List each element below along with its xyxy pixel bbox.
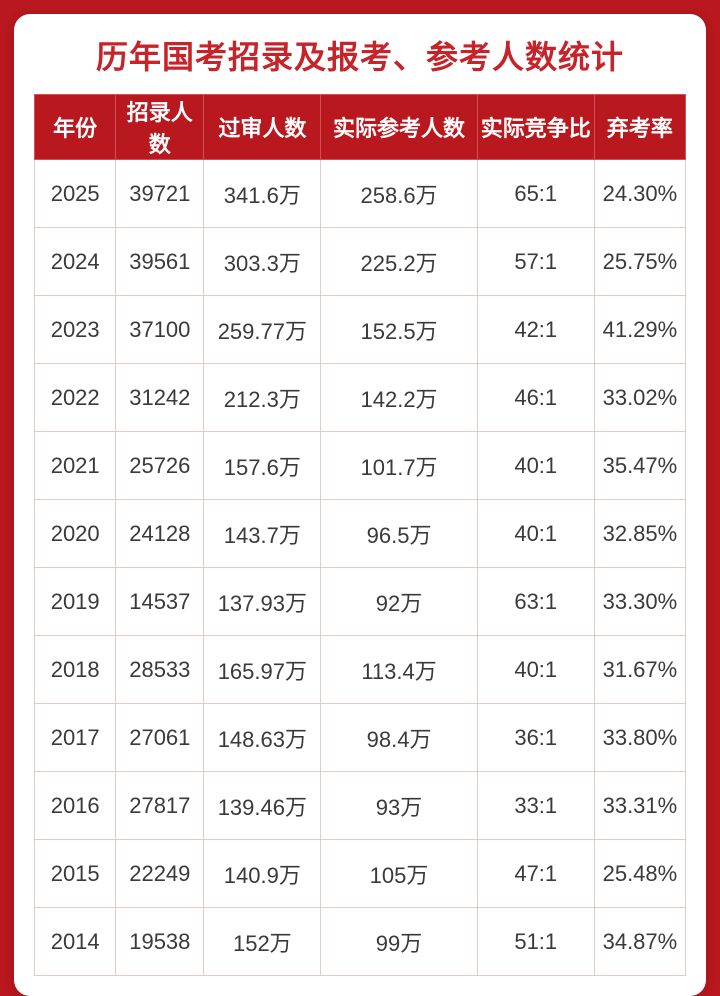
- cell-abandon: 33.02%: [594, 364, 685, 432]
- cell-recruit: 24128: [116, 500, 204, 568]
- table-row: 201914537137.93万92万63:133.30%: [35, 568, 686, 636]
- cell-pass: 165.97万: [204, 636, 321, 704]
- cell-year: 2015: [35, 840, 116, 908]
- cell-pass: 341.6万: [204, 160, 321, 228]
- cell-ratio: 65:1: [477, 160, 594, 228]
- cell-pass: 140.9万: [204, 840, 321, 908]
- cell-ratio: 63:1: [477, 568, 594, 636]
- cell-recruit: 31242: [116, 364, 204, 432]
- cell-actual: 96.5万: [321, 500, 477, 568]
- col-ratio: 实际竞争比: [477, 95, 594, 160]
- cell-pass: 157.6万: [204, 432, 321, 500]
- cell-abandon: 25.48%: [594, 840, 685, 908]
- table-row: 201727061148.63万98.4万36:133.80%: [35, 704, 686, 772]
- cell-year: 2020: [35, 500, 116, 568]
- cell-ratio: 40:1: [477, 432, 594, 500]
- cell-ratio: 51:1: [477, 908, 594, 976]
- cell-abandon: 32.85%: [594, 500, 685, 568]
- col-year: 年份: [35, 95, 116, 160]
- cell-ratio: 47:1: [477, 840, 594, 908]
- table-row: 201522249140.9万105万47:125.48%: [35, 840, 686, 908]
- cell-ratio: 36:1: [477, 704, 594, 772]
- cell-ratio: 46:1: [477, 364, 594, 432]
- cell-abandon: 25.75%: [594, 228, 685, 296]
- cell-recruit: 19538: [116, 908, 204, 976]
- cell-recruit: 22249: [116, 840, 204, 908]
- cell-year: 2024: [35, 228, 116, 296]
- cell-year: 2023: [35, 296, 116, 364]
- cell-recruit: 28533: [116, 636, 204, 704]
- cell-actual: 258.6万: [321, 160, 477, 228]
- cell-abandon: 41.29%: [594, 296, 685, 364]
- cell-recruit: 37100: [116, 296, 204, 364]
- cell-abandon: 33.31%: [594, 772, 685, 840]
- table-row: 202439561303.3万225.2万57:125.75%: [35, 228, 686, 296]
- cell-actual: 152.5万: [321, 296, 477, 364]
- cell-recruit: 27817: [116, 772, 204, 840]
- table-body: 202539721341.6万258.6万65:124.30% 20243956…: [35, 160, 686, 976]
- table-row: 202024128143.7万96.5万40:132.85%: [35, 500, 686, 568]
- cell-pass: 143.7万: [204, 500, 321, 568]
- cell-ratio: 40:1: [477, 500, 594, 568]
- table-row: 202539721341.6万258.6万65:124.30%: [35, 160, 686, 228]
- cell-recruit: 25726: [116, 432, 204, 500]
- cell-year: 2018: [35, 636, 116, 704]
- col-abandon: 弃考率: [594, 95, 685, 160]
- cell-recruit: 39721: [116, 160, 204, 228]
- cell-pass: 152万: [204, 908, 321, 976]
- table-row: 201828533165.97万113.4万40:131.67%: [35, 636, 686, 704]
- cell-pass: 148.63万: [204, 704, 321, 772]
- cell-pass: 137.93万: [204, 568, 321, 636]
- cell-ratio: 40:1: [477, 636, 594, 704]
- cell-pass: 212.3万: [204, 364, 321, 432]
- cell-actual: 92万: [321, 568, 477, 636]
- cell-recruit: 27061: [116, 704, 204, 772]
- cell-abandon: 33.80%: [594, 704, 685, 772]
- col-actual: 实际参考人数: [321, 95, 477, 160]
- cell-recruit: 14537: [116, 568, 204, 636]
- col-pass: 过审人数: [204, 95, 321, 160]
- cell-year: 2017: [35, 704, 116, 772]
- cell-year: 2019: [35, 568, 116, 636]
- cell-actual: 101.7万: [321, 432, 477, 500]
- cell-year: 2016: [35, 772, 116, 840]
- cell-abandon: 34.87%: [594, 908, 685, 976]
- cell-actual: 93万: [321, 772, 477, 840]
- col-recruit: 招录人数: [116, 95, 204, 160]
- cell-abandon: 24.30%: [594, 160, 685, 228]
- table-header-row: 年份 招录人数 过审人数 实际参考人数 实际竞争比 弃考率: [35, 95, 686, 160]
- table-row: 201627817139.46万93万33:133.31%: [35, 772, 686, 840]
- table-row: 201419538152万99万51:134.87%: [35, 908, 686, 976]
- cell-actual: 98.4万: [321, 704, 477, 772]
- cell-actual: 142.2万: [321, 364, 477, 432]
- cell-ratio: 33:1: [477, 772, 594, 840]
- cell-year: 2021: [35, 432, 116, 500]
- stats-card: 历年国考招录及报考、参考人数统计 年份 招录人数 过审人数 实际参考人数 实际竞…: [14, 14, 706, 996]
- cell-year: 2025: [35, 160, 116, 228]
- page-title: 历年国考招录及报考、参考人数统计: [34, 32, 686, 78]
- cell-pass: 139.46万: [204, 772, 321, 840]
- stats-table: 年份 招录人数 过审人数 实际参考人数 实际竞争比 弃考率 2025397213…: [34, 94, 686, 976]
- cell-abandon: 35.47%: [594, 432, 685, 500]
- cell-actual: 225.2万: [321, 228, 477, 296]
- table-row: 202231242212.3万142.2万46:133.02%: [35, 364, 686, 432]
- cell-pass: 259.77万: [204, 296, 321, 364]
- cell-ratio: 57:1: [477, 228, 594, 296]
- cell-recruit: 39561: [116, 228, 204, 296]
- table-row: 202125726157.6万101.7万40:135.47%: [35, 432, 686, 500]
- cell-abandon: 33.30%: [594, 568, 685, 636]
- cell-pass: 303.3万: [204, 228, 321, 296]
- cell-actual: 99万: [321, 908, 477, 976]
- cell-abandon: 31.67%: [594, 636, 685, 704]
- table-row: 202337100259.77万152.5万42:141.29%: [35, 296, 686, 364]
- cell-year: 2014: [35, 908, 116, 976]
- cell-year: 2022: [35, 364, 116, 432]
- cell-ratio: 42:1: [477, 296, 594, 364]
- cell-actual: 113.4万: [321, 636, 477, 704]
- cell-actual: 105万: [321, 840, 477, 908]
